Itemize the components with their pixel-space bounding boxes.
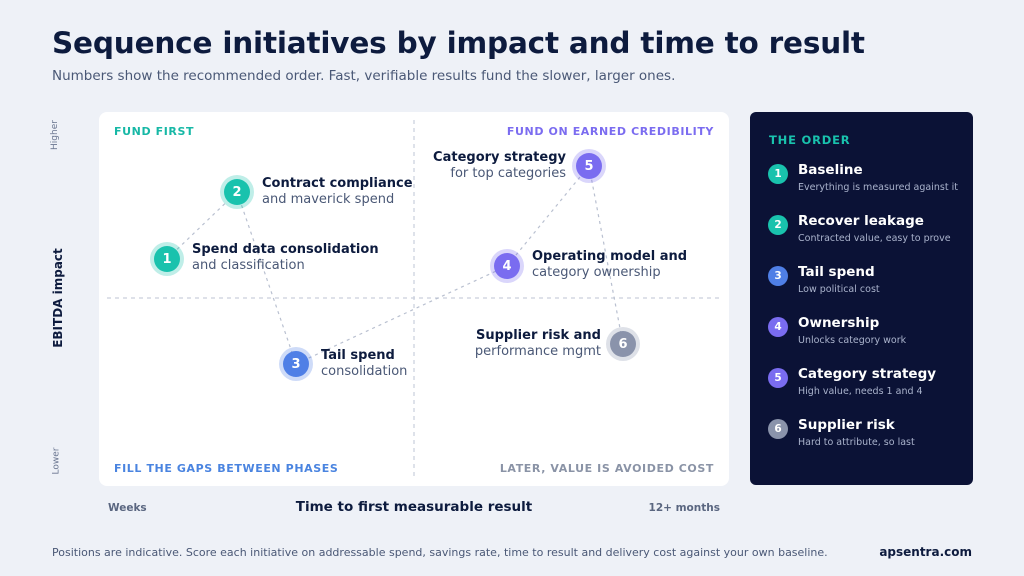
initiative-label-1: Spend data consolidation and classificat… xyxy=(192,242,379,274)
order-item-name: Baseline xyxy=(798,162,863,178)
initiative-number: 4 xyxy=(494,253,520,279)
initiative-number: 3 xyxy=(283,351,309,377)
order-item-name: Recover leakage xyxy=(798,213,924,229)
quadrant-label-fund-first: FUND FIRST xyxy=(114,125,195,138)
order-item-name: Supplier risk xyxy=(798,417,895,433)
sequence-link-2-3 xyxy=(236,191,297,365)
order-badge: 4 xyxy=(768,317,788,337)
initiative-subtitle: for top categories xyxy=(450,166,566,181)
initiative-subtitle: performance mgmt xyxy=(474,344,601,359)
matrix-lines xyxy=(107,120,721,478)
initiative-number: 6 xyxy=(610,331,636,357)
x-axis-high-label: 12+ months xyxy=(648,502,720,514)
quadrant-label-earned-credibility: FUND ON EARNED CREDIBILITY xyxy=(506,125,714,138)
initiative-node-5: 5 xyxy=(572,149,606,183)
initiative-subtitle: consolidation xyxy=(321,364,408,379)
initiative-number: 1 xyxy=(154,246,180,272)
impact-time-matrix: FUND FIRST FUND ON EARNED CREDIBILITY FI… xyxy=(99,112,729,486)
brand-link[interactable]: apsentra.com xyxy=(879,545,972,559)
initiative-number: 5 xyxy=(576,153,602,179)
initiative-label-6: Supplier risk and performance mgmt xyxy=(475,328,601,360)
order-item-desc: Low political cost xyxy=(798,284,880,295)
order-item-name: Category strategy xyxy=(798,366,937,382)
x-axis-low-label: Weeks xyxy=(108,502,147,514)
sequence-link-5-6 xyxy=(588,165,624,345)
order-item-name: Ownership xyxy=(798,315,880,331)
order-panel: THE ORDER 1 Baseline Everything is measu… xyxy=(750,112,973,485)
quadrant-label-avoided-cost: LATER, VALUE IS AVOIDED COST xyxy=(499,462,714,475)
order-badge: 6 xyxy=(768,419,788,439)
initiative-label-2: Contract compliance and maverick spend xyxy=(262,176,413,208)
page-subtitle: Numbers show the recommended order. Fast… xyxy=(52,68,676,84)
initiative-title: Supplier risk and xyxy=(475,328,601,343)
order-badge: 1 xyxy=(768,164,788,184)
order-item-desc: Hard to attribute, so last xyxy=(798,437,915,448)
initiative-subtitle: category ownership xyxy=(532,265,661,280)
initiative-title: Contract compliance xyxy=(262,176,413,191)
page-title: Sequence initiatives by impact and time … xyxy=(52,26,865,60)
y-axis-low-label: Lower xyxy=(51,447,62,475)
initiative-node-3: 3 xyxy=(279,347,313,381)
initiative-label-4: Operating model and category ownership xyxy=(532,249,687,281)
order-badge: 5 xyxy=(768,368,788,388)
order-item-desc: Everything is measured against it xyxy=(798,182,958,193)
initiative-node-6: 6 xyxy=(606,327,640,361)
order-item-name: Tail spend xyxy=(798,264,875,280)
order-item-desc: Unlocks category work xyxy=(798,335,907,346)
initiative-node-4: 4 xyxy=(490,249,524,283)
initiative-subtitle: and classification xyxy=(192,258,305,273)
order-item-desc: High value, needs 1 and 4 xyxy=(798,386,923,397)
initiative-label-3: Tail spend consolidation xyxy=(321,348,407,380)
sequence-link-1-2 xyxy=(166,191,238,260)
quadrant-label-fill-gaps: FILL THE GAPS BETWEEN PHASES xyxy=(114,462,339,475)
initiative-number: 2 xyxy=(224,179,250,205)
y-axis-high-label: Higher xyxy=(49,120,60,150)
order-badge: 3 xyxy=(768,266,788,286)
initiative-subtitle: and maverick spend xyxy=(262,192,395,207)
initiative-title: Category strategy xyxy=(433,150,566,165)
order-badge: 2 xyxy=(768,215,788,235)
sequence-link-4-5 xyxy=(506,165,590,267)
initiative-title: Operating model and xyxy=(532,249,688,264)
footer-note: Positions are indicative. Score each ini… xyxy=(52,546,828,559)
initiative-title: Spend data consolidation xyxy=(192,242,379,257)
order-heading: THE ORDER xyxy=(769,133,851,147)
initiative-node-2: 2 xyxy=(220,175,254,209)
initiative-node-1: 1 xyxy=(150,242,184,276)
x-axis-title: Time to first measurable result xyxy=(295,499,533,515)
initiative-title: Tail spend xyxy=(321,348,395,363)
initiative-label-5: Category strategy for top categories xyxy=(433,150,566,182)
order-item-desc: Contracted value, easy to prove xyxy=(798,233,951,244)
y-axis-title: EBITDA impact xyxy=(51,248,65,348)
